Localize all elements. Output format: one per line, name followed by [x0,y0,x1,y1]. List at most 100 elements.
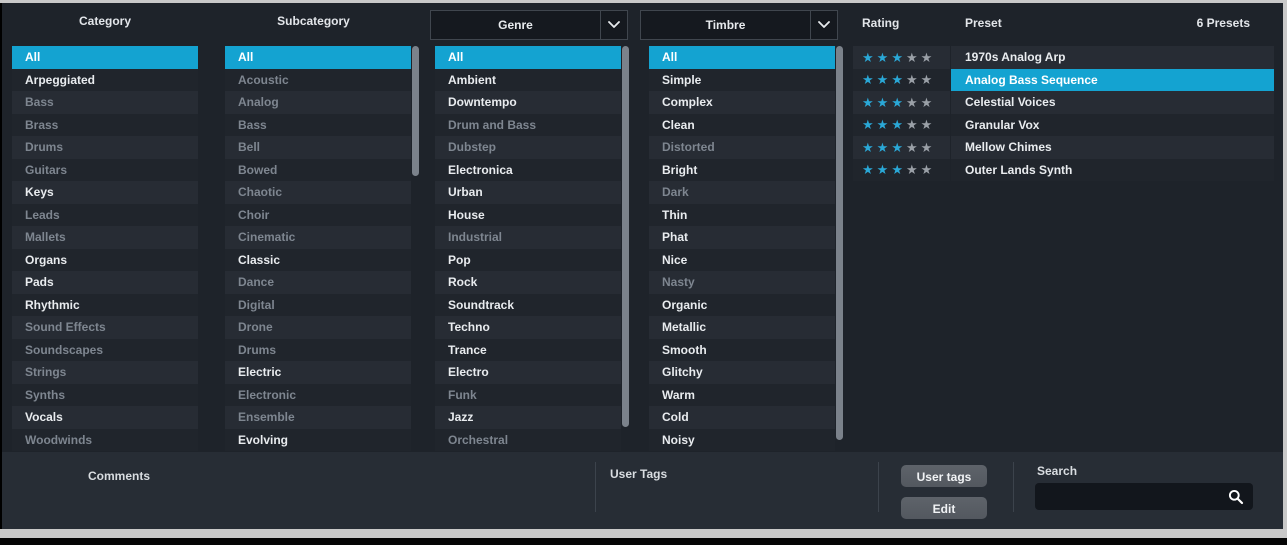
list-item[interactable]: Dark [649,181,835,204]
star-icon[interactable]: ★ [920,72,933,88]
star-icon[interactable]: ★ [920,139,933,155]
star-icon[interactable]: ★ [876,72,889,88]
scrollbar-thumb[interactable] [622,46,629,427]
star-icon[interactable]: ★ [905,139,918,155]
list-item[interactable]: Industrial [435,226,621,249]
preset-rating[interactable]: ★ ★ ★ ★ ★ [853,91,950,114]
star-icon[interactable]: ★ [876,117,889,133]
list-item[interactable]: Noisy [649,428,835,451]
list-item[interactable]: Evolving [225,428,411,451]
list-item[interactable]: Drone [225,316,411,339]
star-icon[interactable]: ★ [920,162,933,178]
star-icon[interactable]: ★ [862,94,874,110]
star-icon[interactable]: ★ [891,72,903,88]
star-icon[interactable]: ★ [862,49,874,65]
list-item[interactable]: All [225,46,411,69]
list-item[interactable]: Pop [435,248,621,271]
list-item[interactable]: Glitchy [649,361,835,384]
list-item[interactable]: Mallets [12,226,198,249]
list-item[interactable]: Simple [649,68,835,91]
star-icon[interactable]: ★ [905,117,918,133]
list-item[interactable]: Trance [435,338,621,361]
list-item[interactable]: All [12,46,198,69]
list-item[interactable]: Dance [225,271,411,294]
list-item[interactable]: Drum and Bass [435,113,621,136]
list-item[interactable]: Strings [12,361,198,384]
list-item[interactable]: Woodwinds [12,428,198,451]
list-item[interactable]: Electro [435,361,621,384]
list-item[interactable]: Orchestral [435,428,621,451]
preset-rating[interactable]: ★ ★ ★ ★ ★ [853,68,950,91]
list-item[interactable]: Keys [12,181,198,204]
list-item[interactable]: Jazz [435,406,621,429]
list-item[interactable]: Chaotic [225,181,411,204]
list-item[interactable]: Leads [12,203,198,226]
search-input[interactable] [1035,483,1253,510]
list-item[interactable]: All [649,46,835,69]
list-item[interactable]: Phat [649,226,835,249]
list-item[interactable]: Techno [435,316,621,339]
list-item[interactable]: Distorted [649,136,835,159]
preset-name[interactable]: Celestial Voices [951,91,1274,114]
list-item[interactable]: Rock [435,271,621,294]
list-item[interactable]: House [435,203,621,226]
list-item[interactable]: Cold [649,406,835,429]
list-item[interactable]: Arpeggiated [12,68,198,91]
list-item[interactable]: Nice [649,248,835,271]
star-icon[interactable]: ★ [862,162,874,178]
star-icon[interactable]: ★ [876,94,889,110]
list-item[interactable]: Guitars [12,158,198,181]
star-icon[interactable]: ★ [876,49,889,65]
magnifier-icon[interactable] [1228,489,1244,505]
list-item[interactable]: Drums [12,136,198,159]
genre-dropdown[interactable]: Genre [430,10,628,40]
scrollbar-thumb[interactable] [412,46,419,176]
star-icon[interactable]: ★ [891,117,903,133]
list-item[interactable]: Choir [225,203,411,226]
chevron-down-icon[interactable] [810,11,837,39]
preset-rating[interactable]: ★ ★ ★ ★ ★ [853,113,950,136]
star-icon[interactable]: ★ [891,49,903,65]
star-icon[interactable]: ★ [920,94,933,110]
list-item[interactable]: Vocals [12,406,198,429]
list-item[interactable]: Brass [12,113,198,136]
star-icon[interactable]: ★ [905,49,918,65]
scrollbar-thumb[interactable] [836,46,843,440]
star-icon[interactable]: ★ [920,49,933,65]
list-item[interactable]: Soundtrack [435,293,621,316]
star-icon[interactable]: ★ [905,94,918,110]
list-item[interactable]: Pads [12,271,198,294]
list-item[interactable]: Ambient [435,68,621,91]
list-item[interactable]: Urban [435,181,621,204]
preset-name[interactable]: Analog Bass Sequence [951,68,1274,91]
list-item[interactable]: Electronica [435,158,621,181]
list-item[interactable]: Bright [649,158,835,181]
list-item[interactable]: Bass [12,91,198,114]
star-icon[interactable]: ★ [876,162,889,178]
preset-rating[interactable]: ★ ★ ★ ★ ★ [853,46,950,69]
timbre-dropdown[interactable]: Timbre [640,10,838,40]
star-icon[interactable]: ★ [905,72,918,88]
list-item[interactable]: Smooth [649,338,835,361]
list-item[interactable]: Bass [225,113,411,136]
list-item[interactable]: Ensemble [225,406,411,429]
edit-button[interactable]: Edit [901,497,987,519]
list-item[interactable]: Digital [225,293,411,316]
list-item[interactable]: All [435,46,621,69]
star-icon[interactable]: ★ [920,117,933,133]
star-icon[interactable]: ★ [905,162,918,178]
list-item[interactable]: Synths [12,383,198,406]
list-item[interactable]: Nasty [649,271,835,294]
list-item[interactable]: Sound Effects [12,316,198,339]
star-icon[interactable]: ★ [862,117,874,133]
star-icon[interactable]: ★ [891,139,903,155]
preset-name[interactable]: Granular Vox [951,113,1274,136]
list-item[interactable]: Metallic [649,316,835,339]
list-item[interactable]: Dubstep [435,136,621,159]
star-icon[interactable]: ★ [891,162,903,178]
list-item[interactable]: Drums [225,338,411,361]
list-item[interactable]: Acoustic [225,68,411,91]
list-item[interactable]: Organic [649,293,835,316]
preset-rating[interactable]: ★ ★ ★ ★ ★ [853,158,950,181]
list-item[interactable]: Bowed [225,158,411,181]
